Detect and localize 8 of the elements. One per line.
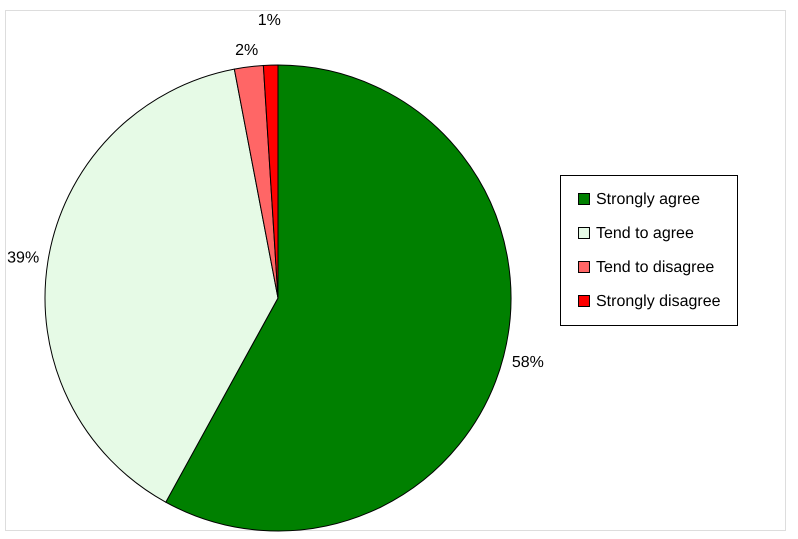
legend-label: Strongly agree xyxy=(596,191,700,208)
data-label: 2% xyxy=(235,42,258,59)
legend-label: Tend to disagree xyxy=(596,259,714,276)
legend-label: Tend to agree xyxy=(596,225,694,242)
data-label: 58% xyxy=(512,354,544,372)
data-label: 39% xyxy=(7,250,40,267)
data-label: 1% xyxy=(258,12,281,30)
legend-label: Strongly disagree xyxy=(596,293,721,310)
